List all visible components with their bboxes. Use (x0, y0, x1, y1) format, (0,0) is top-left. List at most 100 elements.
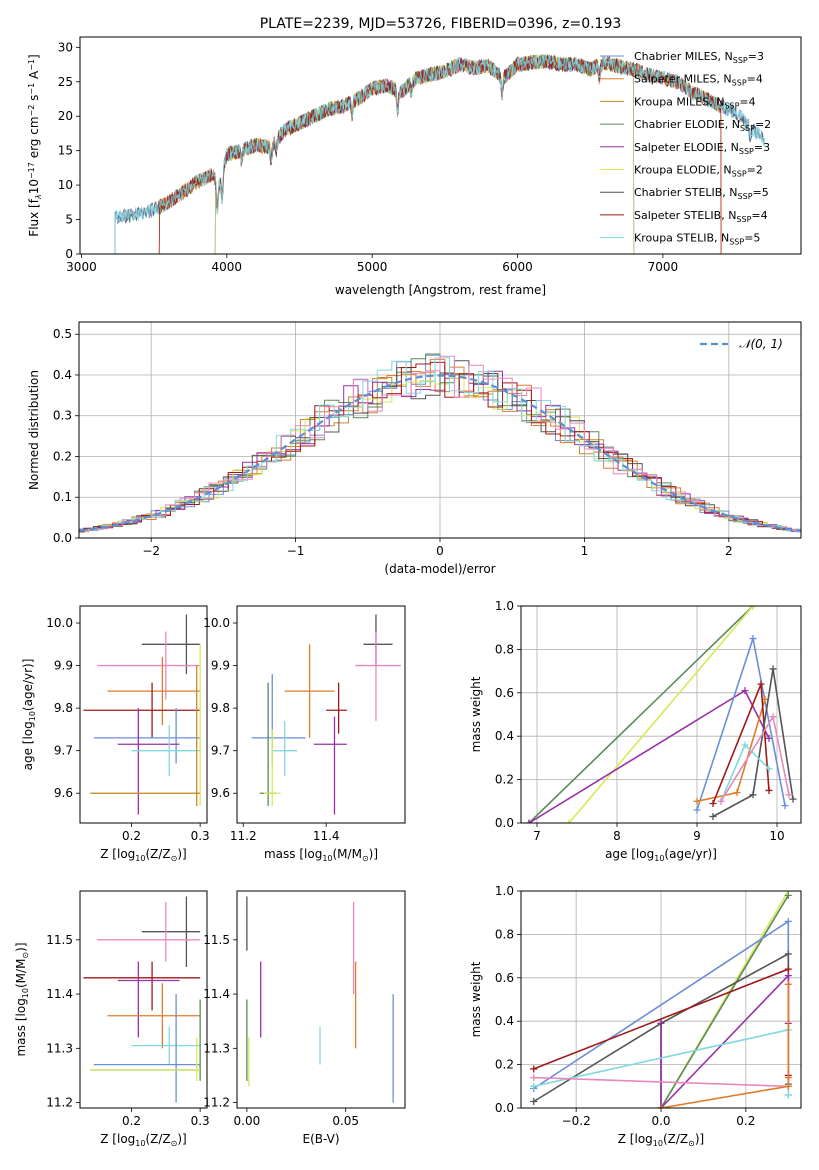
x-tick-label: 8 (613, 829, 621, 843)
plot-area (530, 891, 792, 1108)
x-tick-label: 7000 (648, 260, 679, 274)
weight-marker (525, 819, 533, 823)
y-tick-label: 0.4 (495, 729, 514, 743)
legend-label: Kroupa STELIB, NSSP=5 (634, 232, 760, 247)
weight-marker (784, 965, 792, 973)
y-tick-label: 11.2 (46, 1096, 73, 1110)
y-tick-label: 10.0 (46, 616, 73, 630)
frame: 11.2 11.4 9.6 9.7 9.8 9.9 10.0 mass [log10(M/M⊙… (203, 605, 406, 863)
weight-marker (733, 789, 741, 797)
weight-marker (741, 741, 749, 749)
y-tick-label: 20 (58, 109, 73, 123)
y-tick-label: 0.5 (53, 327, 72, 341)
weight-marker (749, 635, 757, 643)
x-tick-label: 1 (581, 544, 589, 558)
y-tick-label: 0.0 (495, 1101, 514, 1115)
y-axis-label: mass weight (469, 676, 483, 752)
x-axis-label: Z [log10(Z/Z⊙)] (100, 847, 186, 863)
y-tick-label: 30 (58, 40, 73, 54)
x-tick-label: 0.0 (651, 1114, 670, 1128)
plot-area (251, 614, 401, 815)
frame: 3000 4000 5000 6000 7000 0 5 10 15 20 25 30 PLATE=22… (27, 16, 802, 297)
y-tick-label: 0.2 (495, 1058, 514, 1072)
y-tick-label: 9.9 (54, 659, 73, 673)
y-tick-label: 0.6 (495, 686, 514, 700)
weight-marker (741, 687, 749, 695)
y-tick-label: 10.0 (203, 616, 230, 630)
weight-marker (785, 791, 793, 799)
axes-frame (79, 36, 802, 255)
weight-marker (765, 765, 773, 773)
x-axis-label: age [log10(age/yr)] (605, 847, 717, 863)
x-tick-label: 0.05 (332, 1114, 359, 1128)
legend-label: Salpeter ELODIE, NSSP=3 (634, 141, 770, 156)
y-tick-label: 10 (58, 178, 73, 192)
legend-label: Chabrier STELIB, NSSP=5 (634, 186, 769, 201)
weight-marker (784, 980, 792, 988)
weight-marker (530, 1097, 538, 1105)
legend-label: Chabrier ELODIE, NSSP=2 (634, 118, 771, 133)
weight-marker (784, 891, 792, 899)
y-axis-label-group: Normed distribution (27, 370, 41, 490)
weight-marker (693, 806, 701, 814)
plot-area (83, 614, 201, 815)
y-tick-label: 9.7 (54, 744, 73, 758)
histogram-axes: −2 −1 0 1 2 0.0 0.1 0.2 0.3 0.4 0.5 (data-model)/er… (27, 321, 802, 576)
y-tick-label: 0.3 (53, 409, 72, 423)
y-tick-label: 9.6 (54, 786, 73, 800)
x-tick-label: 10 (769, 829, 784, 843)
y-tick-label: 9.6 (211, 786, 230, 800)
y-tick-label: 25 (58, 75, 73, 89)
weight-vs-z-axes: −0.2 0.0 0.2 0.0 0.2 0.4 0.6 0.8 1.0 Z [log10(Z/Z… (469, 884, 802, 1148)
axes-frame (79, 890, 208, 1109)
axes-frame (520, 605, 802, 824)
x-tick-label: 6000 (502, 260, 533, 274)
y-tick-label: 9.7 (211, 744, 230, 758)
y-axis-label-group: Flux [fλ10−17 erg cm−2 s−1 A−1] (27, 54, 43, 236)
weight-marker (784, 1082, 792, 1090)
legend-label: Chabrier MILES, NSSP=3 (634, 50, 764, 65)
legend-label: Kroupa MILES, NSSP=4 (634, 95, 756, 110)
y-axis-label-group: mass weight (469, 676, 483, 752)
weight-series (533, 1076, 789, 1088)
weight-series (528, 689, 770, 823)
y-tick-label: 1.0 (495, 884, 514, 898)
y-tick-label: 11.3 (46, 1041, 73, 1055)
weight-series (720, 743, 770, 802)
y-axis-label-group: age [log10(age/yr)] (21, 659, 37, 771)
y-tick-label: 9.8 (54, 701, 73, 715)
y-tick-label: 0.6 (495, 971, 514, 985)
y-tick-label: 11.5 (46, 933, 73, 947)
x-tick-label: 0.2 (122, 1114, 141, 1128)
gaussian-curve (79, 374, 801, 532)
x-axis-label: wavelength [Angstrom, rest frame] (335, 283, 546, 297)
x-tick-label: 7 (533, 829, 541, 843)
mass-vs-ebv-axes: 0.00 0.05 11.2 11.3 11.4 11.5 E(B-V) (203, 890, 406, 1146)
axes-frame (79, 605, 208, 824)
x-tick-label: −1 (287, 544, 305, 558)
frame: −0.2 0.0 0.2 0.0 0.2 0.4 0.6 0.8 1.0 Z [log10(Z/Z… (469, 884, 802, 1148)
y-tick-label: 11.3 (203, 1041, 230, 1055)
y-axis-label: Flux [fλ10−17 erg cm−2 s−1 A−1] (27, 54, 43, 236)
plot-area (79, 353, 801, 533)
x-tick-label: 0 (436, 544, 444, 558)
x-tick-label: 0.2 (122, 829, 141, 843)
histogram-series (79, 361, 801, 533)
mass-vs-z-axes: 0.2 0.3 11.2 11.3 11.4 11.5 Z [log10(Z/Z⊙)] mas… (14, 890, 210, 1148)
legend-label: Kroupa ELODIE, NSSP=2 (634, 164, 763, 179)
weight-vs-age-axes: 7 8 9 10 0.0 0.2 0.4 0.6 0.8 1.0 age [log10(age/yr… (469, 599, 802, 863)
y-tick-label: 0.0 (53, 531, 72, 545)
spectrum-series (214, 55, 635, 254)
weight-marker (749, 791, 757, 799)
x-tick-label: 0.00 (234, 1114, 261, 1128)
weight-marker (530, 1082, 538, 1090)
x-tick-label: 11.2 (230, 829, 257, 843)
frame: 0.2 0.3 11.2 11.3 11.4 11.5 Z [log10(Z/Z⊙)] mas… (14, 890, 210, 1148)
weight-marker (784, 950, 792, 958)
y-tick-label: 9.8 (211, 701, 230, 715)
plot-area (246, 896, 394, 1103)
weight-marker (565, 819, 573, 823)
x-tick-label: 3000 (66, 260, 97, 274)
y-tick-label: 11.4 (203, 987, 230, 1001)
